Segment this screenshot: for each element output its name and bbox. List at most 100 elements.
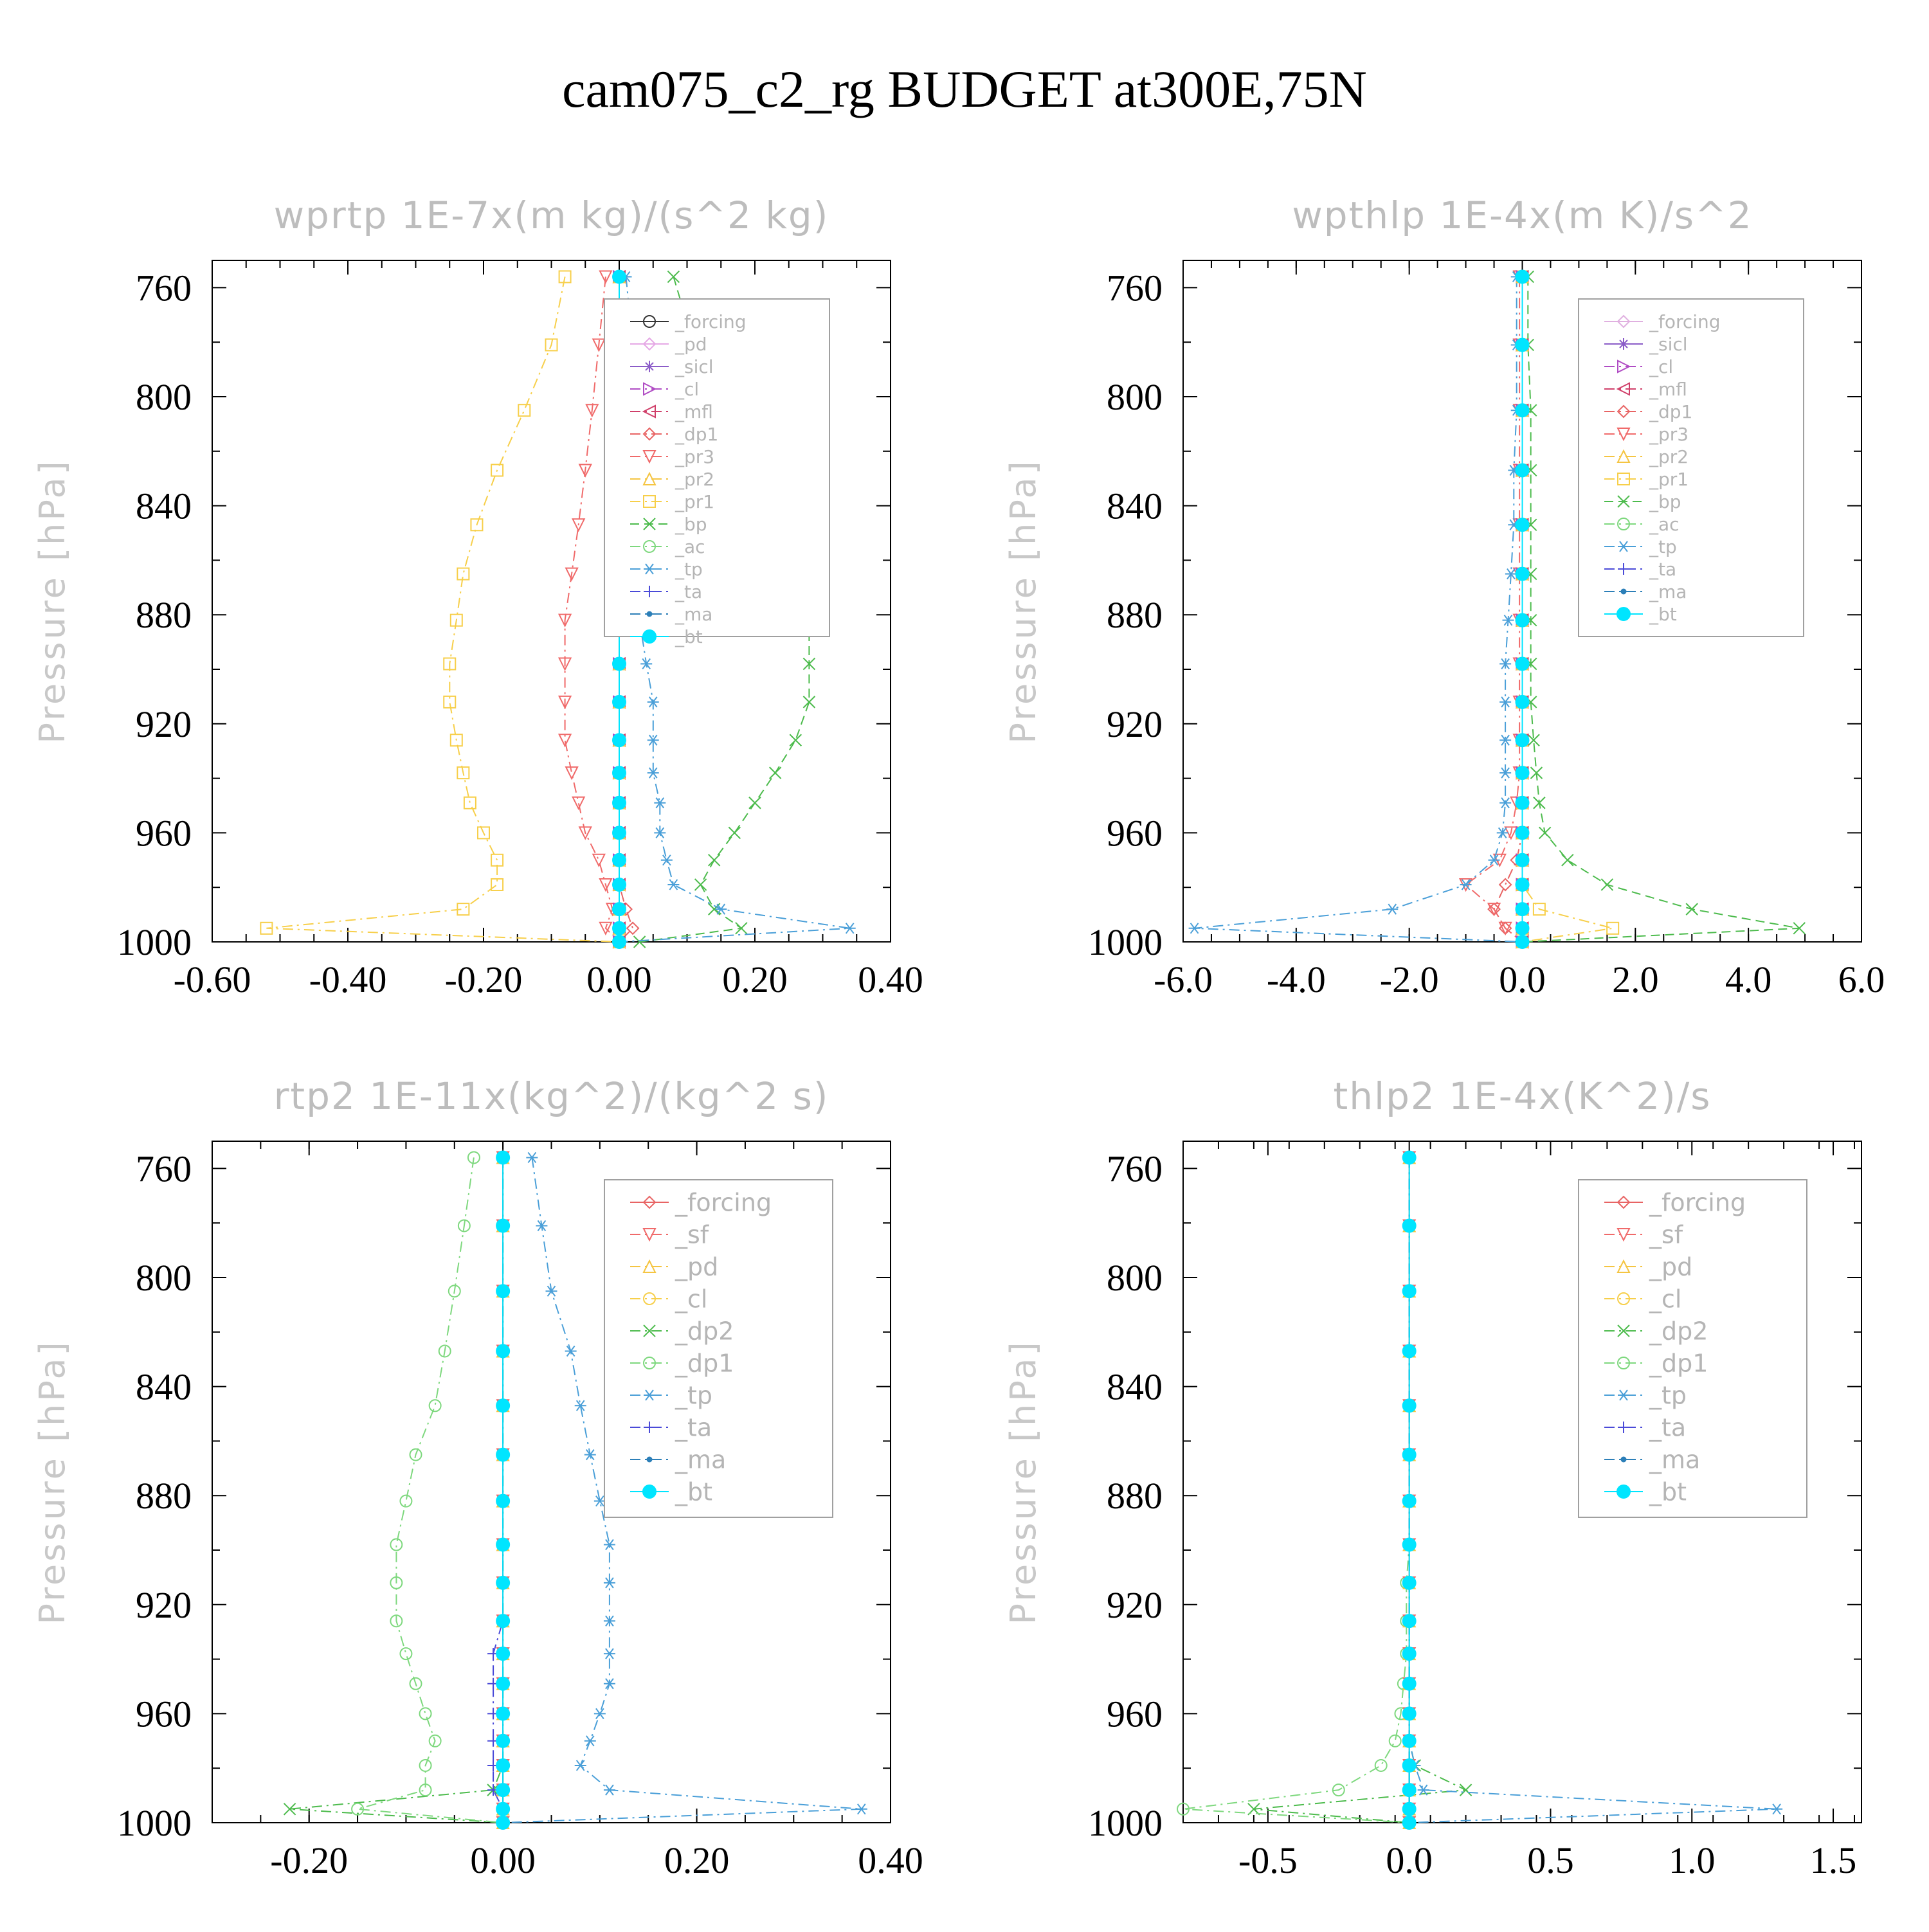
data-point: [409, 1448, 422, 1461]
legend-marker: [1617, 1324, 1630, 1337]
legend-label: _ta: [675, 1413, 712, 1441]
legend-marker: [1617, 404, 1631, 419]
x-tick-label: 0.40: [858, 1839, 923, 1881]
y-tick-label: 880: [1107, 1475, 1163, 1517]
data-point: [463, 796, 476, 809]
data-point: [1402, 1344, 1417, 1359]
x-tick-label: -0.5: [1238, 1839, 1298, 1881]
series-line: [1253, 1157, 1469, 1823]
data-point: [390, 1614, 403, 1628]
data-point: [612, 826, 626, 840]
data-point: [467, 1151, 480, 1164]
legend-label: _pd: [675, 1252, 718, 1281]
data-point: [633, 935, 646, 948]
data-point: [1499, 797, 1512, 809]
y-tick-label: 920: [1107, 1584, 1163, 1626]
data-point: [647, 734, 659, 746]
legend-label: _sicl: [1649, 334, 1688, 355]
data-point: [1527, 734, 1540, 746]
data-point: [612, 269, 626, 284]
data-point: [1498, 878, 1512, 892]
panel-title: rtp2 1E-11x(kg^2)/(kg^2 s): [274, 1074, 829, 1118]
data-point: [1771, 1803, 1783, 1815]
data-point: [599, 921, 613, 936]
data-point: [612, 853, 626, 867]
data-point: [470, 518, 484, 532]
legend-marker: [643, 495, 656, 508]
series-bt: [1402, 1150, 1417, 1830]
data-point: [496, 1284, 511, 1299]
data-point: [1386, 903, 1399, 915]
data-point: [572, 796, 586, 810]
legend-marker: [1617, 518, 1630, 530]
legend-box: [1578, 1179, 1807, 1518]
legend-marker: [1620, 588, 1627, 595]
data-point: [612, 733, 626, 748]
data-point: [477, 826, 490, 840]
legend-label: _dp1: [1649, 401, 1692, 422]
data-point: [1498, 921, 1512, 936]
legend-marker: [1618, 541, 1629, 552]
legend-label: _dp1: [675, 424, 718, 445]
legend-label: _forcing: [1649, 311, 1721, 332]
legend-marker: [1617, 473, 1630, 485]
data-point: [1374, 1758, 1388, 1772]
data-point: [1515, 853, 1530, 867]
data-point: [592, 338, 606, 352]
legend-label: _ta: [1649, 559, 1676, 580]
data-point: [496, 1783, 511, 1798]
y-tick-label: 960: [1107, 812, 1163, 854]
data-point: [428, 1734, 442, 1747]
x-tick-label: -0.20: [445, 959, 523, 1000]
series-line: [1182, 1157, 1410, 1823]
data-point: [789, 734, 802, 746]
legend-marker: [643, 540, 656, 553]
series-tp: [1188, 271, 1528, 948]
data-point: [603, 1678, 615, 1690]
data-point: [496, 1398, 511, 1413]
data-point: [1402, 1647, 1417, 1661]
data-point: [283, 1803, 296, 1816]
y-tick-label: 840: [136, 1366, 192, 1408]
data-point: [419, 1758, 432, 1772]
data-point: [802, 657, 816, 671]
data-point: [1188, 923, 1200, 934]
data-point: [1402, 1614, 1417, 1629]
data-point: [1502, 615, 1514, 626]
legend-marker: [646, 611, 653, 617]
legend-label: _sf: [675, 1220, 710, 1249]
data-point: [667, 879, 680, 890]
data-point: [557, 734, 572, 748]
series-line: [289, 1157, 504, 1823]
legend-label: _bp: [675, 514, 707, 535]
series-dp2: [1247, 1151, 1472, 1829]
legend-label: _pr2: [675, 469, 714, 490]
x-tick-label: 0.40: [858, 959, 923, 1000]
data-point: [1402, 1447, 1417, 1462]
data-point: [496, 1647, 511, 1661]
data-point: [449, 734, 463, 747]
y-tick-label: 760: [1107, 1148, 1163, 1189]
y-tick-label: 880: [136, 594, 192, 636]
data-point: [1515, 566, 1530, 581]
legend-marker: [644, 586, 655, 597]
data-point: [654, 797, 666, 809]
budget-panel-1: wprtp 1E-7x(m kg)/(s^2 kg) Pressure [hPa]…: [32, 194, 923, 1000]
legend-marker: [1617, 428, 1631, 442]
data-point: [1499, 658, 1512, 670]
legend-marker: [646, 1456, 653, 1463]
y-tick-label: 840: [1107, 485, 1163, 527]
data-point: [585, 404, 599, 418]
data-point: [1515, 518, 1530, 532]
legend: _forcing_pd_sicl_cl_mfl_dp1_pr3_pr2_pr1_…: [604, 298, 830, 647]
legend-label: _forcing: [675, 1188, 772, 1216]
data-point: [399, 1647, 413, 1661]
data-point: [1402, 1575, 1417, 1590]
legend-label: _pr2: [1649, 446, 1689, 467]
y-tick-label: 800: [1107, 376, 1163, 418]
data-point: [419, 1707, 432, 1720]
x-tick-label: 0.0: [1499, 959, 1546, 1000]
data-point: [496, 1537, 511, 1552]
legend-marker: [642, 427, 657, 441]
